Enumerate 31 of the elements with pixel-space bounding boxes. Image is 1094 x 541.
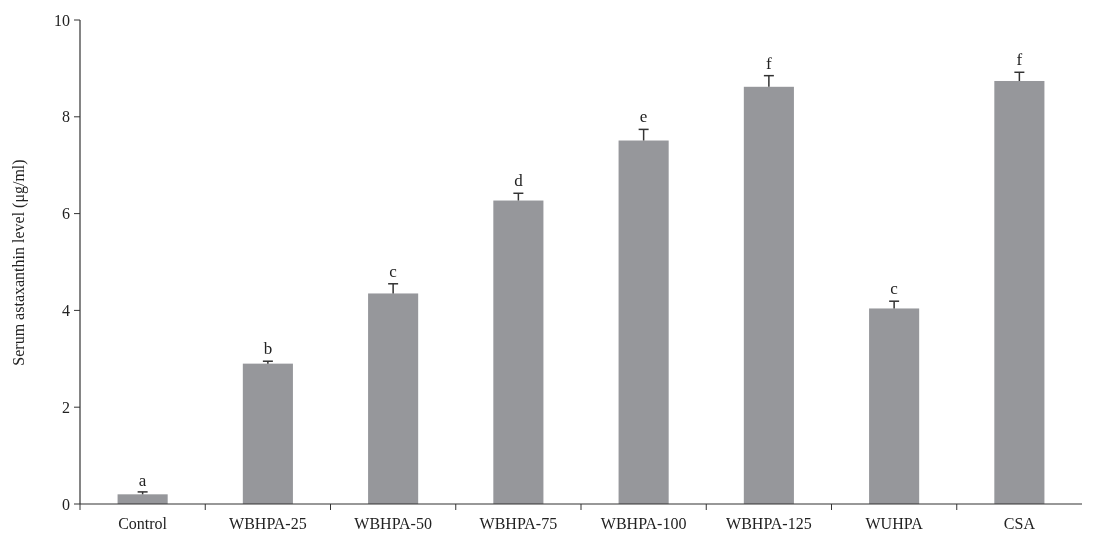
annotation: d <box>514 171 524 191</box>
y-tick-label: 8 <box>62 108 70 126</box>
bar <box>368 293 419 504</box>
x-tick-label: WBHPA-125 <box>726 515 812 532</box>
annotation: f <box>766 53 773 73</box>
annotation: f <box>1016 50 1023 70</box>
x-tick-label: WBHPA-75 <box>479 515 558 532</box>
x-tick-label: WBHPA-100 <box>600 515 687 532</box>
bar <box>994 80 1045 504</box>
x-tick-label: WBHPA-50 <box>354 515 432 532</box>
y-tick-label: 10 <box>54 11 70 29</box>
annotation: c <box>890 279 899 299</box>
bar <box>493 200 544 504</box>
x-tick-label: WBHPA-25 <box>229 515 307 532</box>
bar <box>869 308 920 504</box>
y-tick-label: 2 <box>62 398 70 416</box>
x-tick-label: WUHPA <box>865 515 924 532</box>
annotation: a <box>138 470 147 490</box>
annotation: c <box>389 261 398 281</box>
y-tick-label: 0 <box>62 495 70 513</box>
y-tick-label: 6 <box>62 205 70 223</box>
bar <box>743 86 794 504</box>
bar <box>242 363 293 504</box>
annotation: e <box>639 107 648 127</box>
y-tick-label: 4 <box>62 302 70 319</box>
x-tick-label: Control <box>118 515 168 532</box>
x-tick-label: CSA <box>1003 515 1036 532</box>
bar <box>117 494 168 504</box>
y-axis-title: Serum astaxanthin level (μg/ml) <box>10 159 28 366</box>
annotation: b <box>263 339 273 359</box>
bar <box>618 140 669 504</box>
